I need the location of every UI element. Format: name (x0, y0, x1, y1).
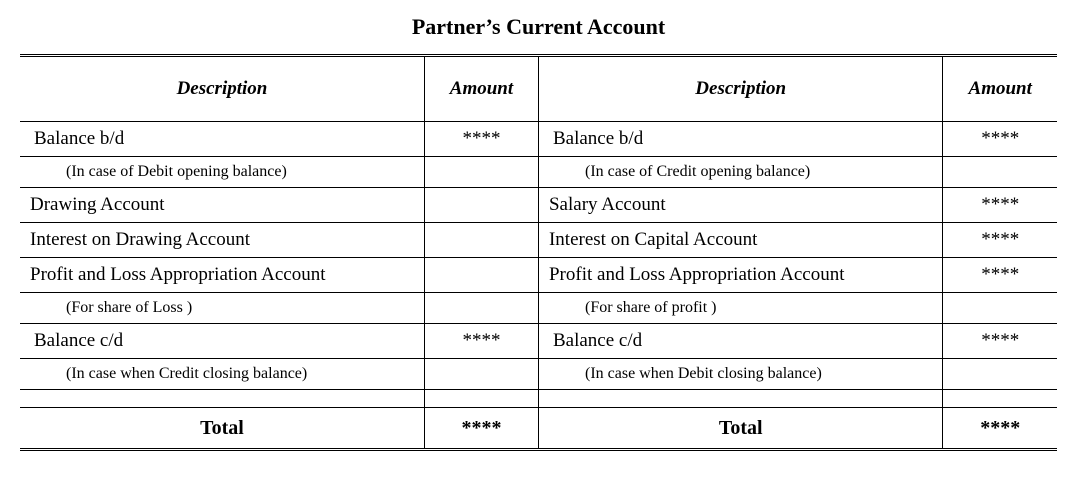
cell-left-balance-bd: Balance b/d (20, 122, 424, 157)
cell-empty (943, 359, 1057, 390)
table-row: Balance c/d **** Balance c/d **** (20, 324, 1057, 359)
cell-right-balance-bd-note: (In case of Credit opening balance) (538, 157, 942, 188)
cell-right-balance-bd: Balance b/d (538, 122, 942, 157)
cell-left-balance-cd-amt: **** (424, 324, 538, 359)
cell-empty (943, 293, 1057, 324)
cell-right-balance-cd-amt: **** (943, 324, 1057, 359)
table-header-row: Description Amount Description Amount (20, 56, 1057, 122)
cell-right-pl-approp: Profit and Loss Appropriation Account (538, 258, 942, 293)
cell-right-balance-cd: Balance c/d (538, 324, 942, 359)
cell-empty (943, 157, 1057, 188)
table-row: Drawing Account Salary Account **** (20, 188, 1057, 223)
table-row-spacer (20, 390, 1057, 408)
cell-empty (424, 359, 538, 390)
cell-left-pl-approp: Profit and Loss Appropriation Account (20, 258, 424, 293)
table-row: Interest on Drawing Account Interest on … (20, 223, 1057, 258)
col-header-amount-right: Amount (943, 56, 1057, 122)
cell-right-balance-bd-amt: **** (943, 122, 1057, 157)
cell-right-salary-amt: **** (943, 188, 1057, 223)
cell-total-amt-right: **** (943, 408, 1057, 450)
cell-empty (943, 390, 1057, 408)
table-row: Balance b/d **** Balance b/d **** (20, 122, 1057, 157)
cell-left-balance-bd-amt: **** (424, 122, 538, 157)
col-header-description-right: Description (538, 56, 942, 122)
table-row: (In case of Debit opening balance) (In c… (20, 157, 1057, 188)
table-row: (For share of Loss ) (For share of profi… (20, 293, 1057, 324)
cell-right-interest-capital: Interest on Capital Account (538, 223, 942, 258)
cell-empty (424, 258, 538, 293)
table-row: Profit and Loss Appropriation Account Pr… (20, 258, 1057, 293)
col-header-description-left: Description (20, 56, 424, 122)
cell-total-label-right: Total (538, 408, 942, 450)
cell-total-label-left: Total (20, 408, 424, 450)
cell-left-balance-cd-note: (In case when Credit closing balance) (20, 359, 424, 390)
cell-right-balance-cd-note: (In case when Debit closing balance) (538, 359, 942, 390)
cell-empty (424, 390, 538, 408)
cell-empty (424, 188, 538, 223)
col-header-amount-left: Amount (424, 56, 538, 122)
table-total-row: Total **** Total **** (20, 408, 1057, 450)
cell-empty (538, 390, 942, 408)
cell-empty (424, 157, 538, 188)
cell-right-pl-approp-note: (For share of profit ) (538, 293, 942, 324)
cell-empty (20, 390, 424, 408)
cell-total-amt-left: **** (424, 408, 538, 450)
current-account-table: Description Amount Description Amount Ba… (20, 54, 1057, 451)
cell-empty (424, 223, 538, 258)
cell-right-pl-approp-amt: **** (943, 258, 1057, 293)
page-title: Partner’s Current Account (20, 14, 1057, 40)
cell-left-interest-drawing: Interest on Drawing Account (20, 223, 424, 258)
cell-empty (424, 293, 538, 324)
cell-left-drawing: Drawing Account (20, 188, 424, 223)
cell-left-balance-bd-note: (In case of Debit opening balance) (20, 157, 424, 188)
cell-right-interest-capital-amt: **** (943, 223, 1057, 258)
cell-right-salary: Salary Account (538, 188, 942, 223)
cell-left-balance-cd: Balance c/d (20, 324, 424, 359)
table-row: (In case when Credit closing balance) (I… (20, 359, 1057, 390)
cell-left-pl-approp-note: (For share of Loss ) (20, 293, 424, 324)
